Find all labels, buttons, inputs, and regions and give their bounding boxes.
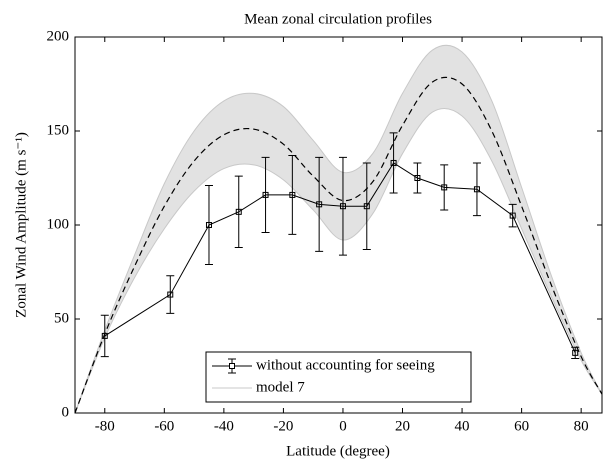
marker bbox=[572, 349, 579, 356]
error-bar bbox=[472, 162, 481, 217]
legend-box bbox=[205, 351, 472, 403]
marker bbox=[262, 191, 269, 198]
x-tick-label: -80 bbox=[95, 418, 115, 434]
x-tick-label: 40 bbox=[455, 418, 470, 434]
error-bar bbox=[204, 185, 213, 265]
chart-title: Mean zonal circulation profiles bbox=[244, 11, 432, 27]
error-bar bbox=[389, 132, 398, 194]
marker bbox=[390, 159, 397, 166]
error-bar bbox=[100, 314, 109, 358]
y-tick-label: 150 bbox=[47, 122, 70, 138]
error-bar bbox=[288, 154, 297, 235]
y-axis-label: Zonal Wind Amplitude (m s⁻¹) bbox=[13, 132, 29, 318]
marker bbox=[414, 175, 421, 181]
error-bar bbox=[508, 203, 517, 228]
error-bar bbox=[234, 175, 243, 249]
error-bar bbox=[413, 162, 422, 194]
error-bar bbox=[362, 162, 371, 250]
y-tick-label: 50 bbox=[54, 310, 69, 326]
y-tick-label: 100 bbox=[47, 216, 70, 232]
error-bar bbox=[440, 164, 449, 211]
mean-curve bbox=[75, 76, 602, 413]
error-bar bbox=[261, 156, 270, 234]
marker bbox=[101, 332, 108, 339]
x-tick-label: 20 bbox=[395, 418, 410, 434]
marker bbox=[441, 184, 448, 191]
legend-label: model 7 bbox=[256, 379, 305, 395]
marker bbox=[205, 222, 212, 228]
marker bbox=[316, 201, 323, 208]
marker bbox=[473, 186, 480, 193]
marker bbox=[167, 291, 174, 298]
x-axis-label: Latitude (degree) bbox=[286, 443, 390, 459]
x-tick-label: -40 bbox=[214, 418, 234, 434]
x-tick-label: -20 bbox=[273, 418, 293, 434]
error-bar bbox=[571, 346, 580, 359]
y-tick-label: 0 bbox=[62, 404, 70, 420]
x-tick-label: -60 bbox=[154, 418, 174, 434]
legend-marker bbox=[229, 363, 235, 369]
x-tick-label: 80 bbox=[574, 418, 589, 434]
error-bar bbox=[166, 275, 175, 314]
marker bbox=[289, 191, 296, 198]
marker bbox=[363, 203, 370, 210]
marker bbox=[509, 212, 516, 219]
plot-area bbox=[75, 44, 602, 413]
error-bar bbox=[338, 156, 347, 256]
x-tick-label: 0 bbox=[339, 418, 347, 434]
y-tick-label: 200 bbox=[47, 28, 70, 44]
legend-label: without accounting for seeing bbox=[256, 357, 435, 373]
x-tick-label: 60 bbox=[514, 418, 529, 434]
marker bbox=[339, 203, 346, 210]
error-bar bbox=[315, 156, 324, 252]
marker bbox=[235, 208, 242, 215]
model-band bbox=[75, 44, 602, 413]
